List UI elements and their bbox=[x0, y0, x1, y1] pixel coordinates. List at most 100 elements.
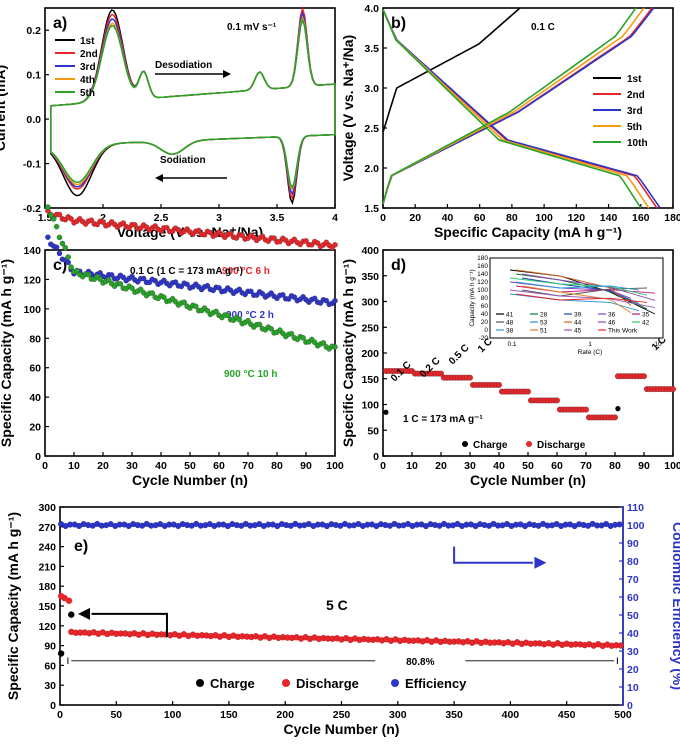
y-axis-title: Specific Capacity (mA h g⁻¹) bbox=[5, 512, 21, 700]
charge-point bbox=[383, 409, 389, 415]
inset-y-tick: 120 bbox=[477, 279, 488, 286]
data-point bbox=[65, 254, 71, 260]
x-tick-label: 160 bbox=[632, 212, 650, 224]
sodiation-arrowhead bbox=[155, 174, 163, 182]
y-tick-label: 240 bbox=[38, 542, 56, 554]
y-axis-title: Specific Capacity (mA h g⁻¹) bbox=[340, 259, 356, 447]
x-tick-label: 100 bbox=[535, 212, 553, 224]
legend-label: 5th bbox=[80, 88, 95, 99]
inset-y-tick: 0 bbox=[484, 327, 488, 334]
series-label: 900 °C 10 h bbox=[224, 369, 277, 380]
data-point bbox=[56, 250, 63, 257]
y-tick-label: 140 bbox=[23, 245, 41, 257]
y2-tick-label: 50 bbox=[627, 610, 639, 622]
legend-label: Charge bbox=[210, 676, 255, 691]
x-tick-label: 40 bbox=[442, 212, 454, 224]
rate-note: 0.1 C (1 C = 173 mA g⁻¹) bbox=[130, 266, 243, 277]
x-tick-label: 0 bbox=[57, 709, 63, 721]
inset-legend-label: 44 bbox=[574, 320, 582, 327]
y-tick-label: 120 bbox=[38, 621, 56, 633]
panel-label: e) bbox=[74, 538, 88, 555]
data-point bbox=[161, 294, 167, 300]
inset-y-tick: 80 bbox=[481, 295, 489, 302]
y-tick-label: 250 bbox=[361, 322, 379, 334]
data-point bbox=[236, 316, 243, 323]
y-tick-label: 2.0 bbox=[364, 163, 379, 175]
y-tick-label: 30 bbox=[44, 680, 56, 692]
y-tick-label: 300 bbox=[38, 502, 56, 514]
legend-label: Discharge bbox=[537, 440, 586, 451]
x-tick-label: 60 bbox=[551, 460, 563, 472]
legend-marker bbox=[196, 679, 204, 687]
y-tick-label: 20 bbox=[29, 422, 41, 434]
data-point bbox=[280, 292, 286, 298]
data-point bbox=[207, 229, 214, 236]
x-tick-label: 30 bbox=[126, 460, 138, 472]
data-point bbox=[332, 297, 338, 304]
inset-legend-label: 42 bbox=[642, 320, 650, 327]
data-point bbox=[227, 230, 234, 237]
discharge-point bbox=[525, 388, 531, 395]
data-point bbox=[184, 281, 190, 288]
legend-charge-marker bbox=[462, 441, 468, 447]
x-tick-label: 100 bbox=[664, 460, 680, 472]
x-tick-label: 20 bbox=[97, 460, 109, 472]
data-point bbox=[172, 279, 179, 285]
data-point bbox=[303, 238, 309, 244]
data-point bbox=[181, 299, 187, 305]
data-point bbox=[132, 222, 138, 228]
y2-tick-label: 20 bbox=[627, 664, 639, 676]
inset-series-line bbox=[509, 277, 648, 296]
x-tick-label: 200 bbox=[276, 709, 294, 721]
data-point bbox=[106, 277, 112, 283]
y-tick-label: 60 bbox=[29, 363, 41, 375]
discharge-curve-10th bbox=[382, 9, 642, 209]
data-point bbox=[213, 308, 219, 315]
data-point bbox=[68, 264, 74, 270]
x-tick-label: 150 bbox=[220, 709, 238, 721]
x-tick-label: 50 bbox=[184, 460, 196, 472]
x-tick-label: 30 bbox=[464, 460, 476, 472]
left-axis-arrow bbox=[91, 612, 168, 638]
y-tick-label: 2.5 bbox=[364, 123, 379, 135]
discharge-point bbox=[496, 381, 502, 388]
efficiency-point bbox=[616, 521, 623, 528]
legend-label: Efficiency bbox=[405, 676, 467, 691]
data-point bbox=[117, 281, 124, 287]
x-tick-label: 40 bbox=[493, 460, 505, 472]
data-point bbox=[68, 216, 74, 222]
data-point bbox=[45, 234, 51, 240]
y-tick-label: 0.1 bbox=[26, 70, 41, 82]
legend-label: 2nd bbox=[627, 90, 645, 101]
y-tick-label: 90 bbox=[44, 641, 56, 653]
y-tick-label: 300 bbox=[361, 297, 379, 309]
x-tick-label: 70 bbox=[580, 460, 592, 472]
legend-label: 2nd bbox=[80, 49, 98, 60]
x-tick-label: 250 bbox=[333, 709, 351, 721]
inset-series-line bbox=[521, 285, 632, 314]
inset-legend-label: 39 bbox=[574, 312, 582, 319]
charge-curve-5th bbox=[382, 7, 645, 205]
y2-tick-label: 110 bbox=[627, 502, 644, 514]
discharge-point bbox=[617, 642, 624, 649]
charge-curve-10th bbox=[382, 7, 637, 205]
legend-label: Charge bbox=[473, 440, 508, 451]
inset-y-tick: 160 bbox=[477, 263, 488, 270]
y2-tick-label: 10 bbox=[627, 682, 639, 694]
right-axis-arrow bbox=[453, 546, 533, 564]
y-tick-label: 0.0 bbox=[26, 114, 41, 126]
cv-curve-5th bbox=[50, 17, 336, 190]
x-tick-label: 10 bbox=[406, 460, 418, 472]
y2-tick-label: 30 bbox=[627, 646, 639, 658]
x-tick-label: 500 bbox=[614, 709, 632, 721]
data-point bbox=[224, 312, 231, 319]
inset-legend-label: 51 bbox=[540, 328, 548, 335]
data-point bbox=[204, 307, 211, 314]
y-tick-label: 0.2 bbox=[26, 25, 41, 37]
inset-legend-label: 38 bbox=[506, 328, 514, 335]
data-point bbox=[53, 223, 60, 230]
x-tick-label: 2.5 bbox=[154, 212, 169, 224]
data-point bbox=[320, 340, 327, 346]
y-tick-label: 180 bbox=[38, 581, 56, 593]
data-point bbox=[291, 294, 298, 300]
